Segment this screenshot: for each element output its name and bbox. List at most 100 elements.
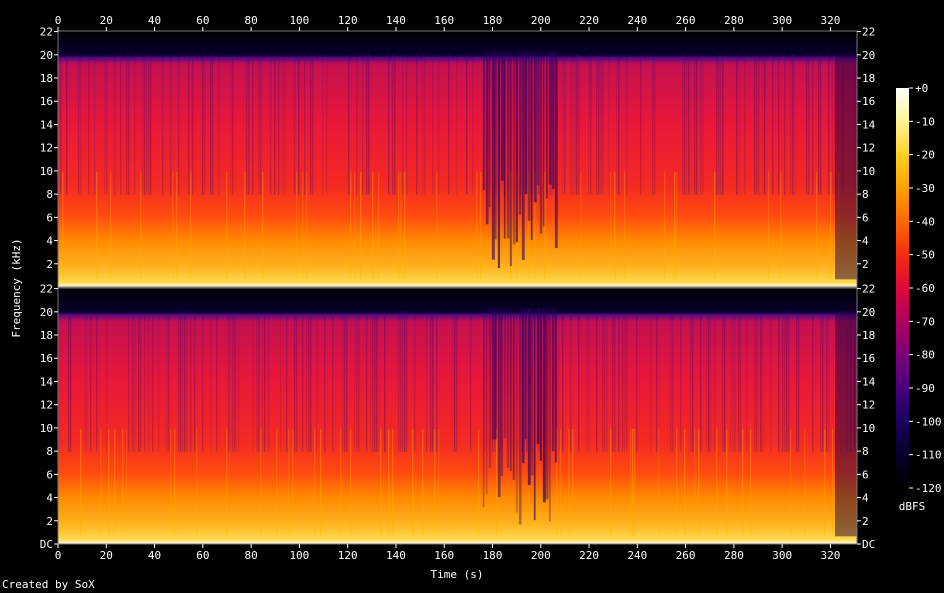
spectrogram-fade-out [835, 311, 857, 537]
spectrogram-streak [166, 311, 168, 452]
spectrogram-streak [196, 428, 198, 537]
spectrogram-streak [134, 311, 136, 452]
spectrogram-streak [552, 311, 554, 452]
spectrogram-streak [788, 311, 790, 452]
x-tick-label: 220 [579, 549, 599, 562]
spectrogram-streak [78, 54, 80, 195]
y-tick-label: 6 [46, 468, 53, 481]
spectrogram-streak [110, 171, 112, 280]
spectrogram-streak [738, 54, 740, 195]
spectrogram-streak [526, 311, 528, 452]
spectrogram-streak [760, 311, 762, 452]
x-tick-label: 280 [724, 549, 744, 562]
colorbar-label: dBFS [899, 500, 926, 513]
spectrogram-streak [96, 311, 98, 452]
spectrogram-streak [268, 311, 270, 452]
spectrogram-streak [104, 54, 106, 195]
spectrogram-streak [140, 171, 142, 280]
spectrogram-streak [370, 311, 372, 452]
spectrogram-streak [432, 54, 434, 195]
spectrogram-streak [554, 311, 556, 452]
y-tick-label: 10 [862, 422, 875, 435]
spectrogram-streak [762, 311, 764, 452]
spectrogram-streak [578, 54, 580, 195]
spectrogram-streak [530, 54, 532, 195]
spectrogram-streak [362, 54, 364, 195]
x-tick-label: 140 [386, 549, 406, 562]
spectrogram-texture [60, 51, 858, 280]
spectrogram-streak [618, 54, 620, 195]
spectrogram-streak [346, 311, 348, 452]
spectrogram-streak [568, 428, 570, 537]
spectrogram-quiet-band [539, 51, 543, 234]
spectrogram-quiet-band [491, 308, 495, 440]
spectrogram-streak [798, 311, 800, 452]
y-tick-label: DC [40, 538, 53, 551]
y-tick-label: 4 [46, 235, 53, 248]
spectrogram-streak [140, 311, 142, 452]
spectrogram-streak [616, 54, 618, 195]
spectrogram-streak [248, 54, 250, 195]
spectrogram-streak [120, 54, 122, 195]
x-tick-label: 320 [821, 549, 841, 562]
spectrogram-streak [438, 428, 440, 537]
x-tick-label: 260 [676, 549, 696, 562]
spectrogram-streak [252, 311, 254, 452]
spectrogram-streak [832, 54, 834, 195]
spectrogram-streak [170, 54, 172, 195]
y-tick-label: 2 [46, 515, 53, 528]
spectrogram-frame [57, 287, 858, 545]
spectrogram-streak [378, 311, 380, 452]
spectrogram-streak [146, 54, 148, 195]
spectrogram-streak [738, 311, 740, 452]
spectrogram-streak [226, 171, 228, 280]
spectrogram-streak [398, 171, 400, 280]
spectrogram-streak [326, 54, 328, 195]
spectrogram-quiet-band [512, 51, 516, 245]
spectrogram-streak [296, 171, 298, 280]
spectrogram-streak [682, 54, 684, 195]
spectrogram-streak [282, 54, 284, 195]
spectrogram-streak [694, 428, 696, 537]
spectrogram-streak [176, 171, 178, 280]
spectrogram-streak [252, 54, 254, 195]
spectrogram-streak [144, 54, 146, 195]
spectrogram-streak [692, 311, 694, 452]
y-tick-label: 12 [862, 142, 875, 155]
y-tick-label: 20 [862, 306, 875, 319]
colorbar-tick-label: -60 [915, 282, 935, 295]
spectrogram-streak [588, 54, 590, 195]
x-tick-label: 80 [244, 14, 257, 27]
spectrogram-streak [624, 171, 626, 280]
colorbar-tick-label: -120 [915, 482, 942, 495]
x-axis-top: 0 20 40 60 80 100 120 140 160 180 200 220 240 260 280 3… [55, 14, 840, 31]
spectrogram-streak [794, 54, 796, 195]
spectrogram-streak [574, 54, 576, 195]
y-tick-label: 18 [40, 72, 53, 85]
spectrogram-streak [350, 171, 352, 280]
spectrogram-streak [596, 311, 598, 452]
spectrogram-streak [88, 54, 90, 195]
y-axis-label: Frequency (kHz) [10, 238, 23, 337]
spectrogram-streak [356, 311, 358, 452]
spectrogram-quiet-band [518, 308, 522, 525]
spectrogram-streak [454, 311, 456, 452]
spectrogram-streak [664, 171, 666, 280]
spectrogram-streak [436, 311, 438, 452]
spectrogram-streak [94, 54, 96, 195]
y-tick-label: 8 [862, 445, 869, 458]
spectrogram-streak [302, 311, 304, 452]
spectrogram-streak [262, 171, 264, 280]
spectrogram-streak [84, 311, 86, 452]
spectrogram-streak [698, 428, 700, 537]
spectrogram-streak [436, 171, 438, 280]
y-tick-label: 14 [862, 118, 876, 131]
spectrogram-streak [276, 428, 278, 537]
spectrogram-streak [148, 54, 150, 195]
y-tick-label: 8 [46, 445, 53, 458]
spectrogram-streak [356, 54, 358, 195]
spectrogram-streak [496, 54, 498, 195]
spectrogram-channel-1 [57, 30, 858, 288]
spectrogram-quiet-band [554, 308, 558, 463]
spectrogram-streak [606, 311, 608, 452]
